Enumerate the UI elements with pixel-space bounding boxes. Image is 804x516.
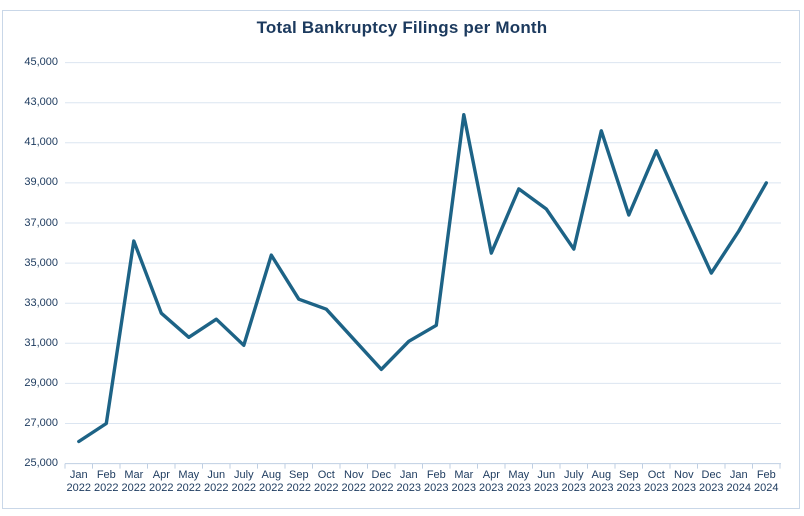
- y-axis-tick-label: 39,000: [24, 176, 58, 189]
- x-axis-year: 2024: [754, 482, 779, 494]
- x-axis-month: Feb: [756, 469, 776, 481]
- x-axis-month: Apr: [152, 469, 170, 481]
- x-axis-month: Jan: [399, 469, 418, 481]
- x-axis-tick-label: May 2022: [175, 469, 203, 495]
- x-axis-year: 2022: [204, 482, 229, 494]
- x-axis-tick-label: Apr 2022: [147, 469, 175, 495]
- x-axis-year: 2022: [259, 482, 284, 494]
- x-axis-month: Oct: [317, 469, 335, 481]
- x-axis-year: 2022: [176, 482, 202, 494]
- x-axis-month: Mar: [454, 469, 474, 481]
- x-axis-month: Jun: [207, 469, 226, 481]
- x-axis-month: July: [564, 469, 584, 481]
- x-axis-tick-label: Mar 2022: [120, 469, 148, 495]
- y-axis-tick-label: 37,000: [24, 216, 58, 229]
- x-axis-year: 2022: [314, 482, 339, 494]
- x-axis-month: Jan: [69, 469, 88, 481]
- x-axis-tick-label: Dec 2023: [697, 469, 725, 495]
- x-axis-month: Jan: [729, 469, 748, 481]
- x-axis-month: May: [508, 469, 530, 481]
- y-axis-tick-label: 43,000: [24, 96, 58, 109]
- x-axis-month: Apr: [482, 469, 500, 481]
- x-axis-month: Feb: [426, 469, 446, 481]
- x-axis-year: 2024: [726, 482, 752, 494]
- y-axis-tick-label: 31,000: [24, 336, 58, 349]
- x-axis-month: Mar: [124, 469, 144, 481]
- x-axis-tick-label: Jan 2023: [395, 469, 423, 495]
- y-axis-tick-label: 27,000: [24, 417, 58, 429]
- x-axis-year: 2023: [506, 482, 532, 494]
- x-axis-month: Jun: [537, 469, 556, 481]
- x-axis-tick-label: Apr 2023: [477, 469, 505, 495]
- x-axis-year: 2023: [561, 482, 587, 494]
- x-axis-month: Sep: [619, 469, 639, 481]
- x-axis-year: 2023: [424, 482, 449, 494]
- y-axis-tick-label: 45,000: [24, 56, 58, 69]
- x-axis-tick-label: Oct 2023: [642, 469, 670, 495]
- x-axis-year: 2023: [671, 482, 697, 494]
- x-axis-tick-label: Sep 2022: [285, 469, 313, 495]
- x-axis-tick-label: Jan 2024: [725, 469, 753, 495]
- x-axis-month: Dec: [371, 469, 392, 481]
- x-axis-month: Aug: [591, 469, 612, 481]
- x-axis-tick-label: July 2023: [560, 469, 588, 495]
- y-axis-tick-label: 33,000: [24, 296, 58, 309]
- x-axis-year: 2022: [121, 482, 147, 494]
- x-axis-month: May: [178, 469, 200, 481]
- x-axis-year: 2022: [149, 482, 174, 494]
- x-axis-year: 2023: [479, 482, 504, 494]
- x-axis-month: Aug: [261, 469, 282, 481]
- x-axis-year: 2023: [699, 482, 724, 494]
- x-axis-month: Oct: [647, 469, 665, 481]
- x-axis-tick-label: Feb 2023: [422, 469, 450, 495]
- x-axis-tick-label: Aug 2023: [587, 469, 615, 495]
- x-axis-year: 2023: [616, 482, 642, 494]
- x-axis-tick-label: Nov 2023: [670, 469, 698, 495]
- x-axis-tick-label: Jan 2022: [65, 469, 93, 495]
- x-axis-year: 2023: [396, 482, 422, 494]
- x-axis-month: Nov: [344, 469, 364, 481]
- x-axis-tick-label: Mar 2023: [450, 469, 478, 495]
- x-axis-year: 2022: [369, 482, 394, 494]
- x-axis-year: 2023: [534, 482, 559, 494]
- x-axis-month: Feb: [96, 469, 116, 481]
- x-axis-tick-label: Dec 2022: [367, 469, 395, 495]
- x-axis-tick-label: Jun 2023: [532, 469, 560, 495]
- x-axis-year: 2023: [451, 482, 477, 494]
- y-axis-tick-label: 41,000: [24, 136, 58, 149]
- x-axis-tick-label: July 2022: [230, 469, 258, 495]
- x-axis-tick-label: Nov 2022: [340, 469, 368, 495]
- x-axis-tick-label: Feb 2022: [92, 469, 120, 495]
- x-axis-year: 2023: [644, 482, 669, 494]
- filings-line-series: [77, 112, 768, 444]
- x-axis-month: Nov: [674, 469, 694, 481]
- x-axis-tick-label: May 2023: [505, 469, 533, 495]
- chart-frame: [2, 10, 800, 509]
- x-axis-year: 2022: [94, 482, 119, 494]
- x-axis-year: 2022: [231, 482, 257, 494]
- x-axis-year: 2022: [66, 482, 92, 494]
- y-axis-tick-label: 25,000: [24, 457, 58, 470]
- x-axis-tick-label: Aug 2022: [257, 469, 285, 495]
- y-axis-tick-label: 35,000: [24, 256, 58, 269]
- x-axis-tick-label: Jun 2022: [202, 469, 230, 495]
- x-axis-month: July: [234, 469, 254, 481]
- x-axis-year: 2023: [589, 482, 614, 494]
- x-axis-year: 2022: [286, 482, 312, 494]
- x-axis-year: 2022: [341, 482, 367, 494]
- x-axis-tick-label: Feb 2024: [752, 469, 780, 495]
- y-axis-tick-label: 29,000: [24, 376, 58, 389]
- x-axis-tick-label: Oct 2022: [312, 469, 340, 495]
- x-axis-tick-label: Sep 2023: [615, 469, 643, 495]
- x-axis-month: Dec: [701, 469, 722, 481]
- chart-title: Total Bankruptcy Filings per Month: [256, 18, 548, 37]
- x-axis-month: Sep: [289, 469, 309, 481]
